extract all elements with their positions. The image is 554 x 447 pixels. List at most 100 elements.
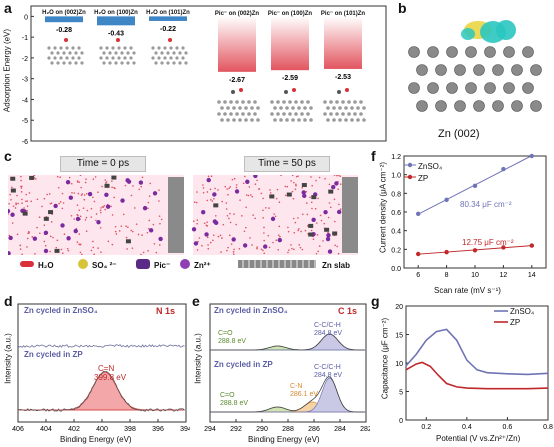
a-bar-label: Pic⁻ on (002)Zn <box>214 11 260 17</box>
zn-atom <box>175 56 179 60</box>
water-dot <box>26 200 29 202</box>
water-dot <box>95 219 97 222</box>
water-dot <box>300 230 302 233</box>
water-dot <box>79 251 82 254</box>
water-dot <box>274 215 277 218</box>
water-dot <box>297 175 299 177</box>
water-dot <box>249 237 251 239</box>
water-dot <box>76 181 79 183</box>
water-dot <box>84 219 87 221</box>
water-dot <box>245 206 247 209</box>
zn-atom <box>77 56 81 60</box>
water-dot <box>232 251 235 253</box>
water-dot <box>20 175 22 178</box>
zn-ion-dot <box>104 192 109 198</box>
zn-ion-dot <box>323 210 328 215</box>
water-dot <box>210 175 213 178</box>
f-point <box>416 211 421 217</box>
zn-atom <box>341 100 345 104</box>
water-dot <box>233 213 235 215</box>
a-bar-value: -0.43 <box>108 30 124 37</box>
zn-atom <box>166 61 170 65</box>
water-icon <box>20 261 34 267</box>
water-dot <box>228 187 230 190</box>
water-dot <box>298 243 301 246</box>
water-dot <box>80 186 82 189</box>
panel-label-e: e <box>192 293 200 309</box>
zn-ion-dot <box>270 216 276 222</box>
water-dot <box>224 185 227 188</box>
a-ytick-label: -3 <box>22 77 28 84</box>
zn-ion-dot <box>68 195 74 200</box>
panel-e-bot-peak2-ev: 286.1 eV <box>290 391 319 398</box>
water-dot <box>263 239 266 242</box>
water-dot <box>245 226 247 229</box>
pic-dot <box>308 223 314 228</box>
water-dot <box>158 200 160 202</box>
pic-dot <box>22 211 28 216</box>
zn-atom <box>62 61 66 65</box>
zn-ion-dot <box>148 228 154 233</box>
water-dot <box>79 215 82 218</box>
water-dot <box>299 246 302 249</box>
water-dot <box>235 184 238 186</box>
g-ytick-label: 10 <box>395 361 403 368</box>
zn-atom <box>492 64 504 76</box>
water-dot <box>318 176 321 179</box>
water-dot <box>90 207 93 210</box>
zn-atom <box>306 112 310 116</box>
zn-ion-dot <box>334 181 339 186</box>
zn-ion-dot <box>263 244 268 249</box>
zn-atom <box>273 118 277 122</box>
water-dot <box>245 194 248 196</box>
water-dot <box>287 230 290 233</box>
zn-atom <box>446 82 458 94</box>
zn-atom <box>256 106 260 110</box>
a-bar <box>218 16 256 72</box>
water-dot <box>315 179 317 182</box>
water-dot <box>50 221 53 223</box>
water-dot <box>71 192 73 194</box>
zn-atom <box>105 56 109 60</box>
water-dot <box>155 251 158 254</box>
water-dot <box>73 218 76 220</box>
a-bar <box>324 16 362 69</box>
water-dot <box>287 251 289 254</box>
water-dot <box>214 187 216 190</box>
panel-d-xlabel: Binding Energy (eV) <box>60 435 132 444</box>
water-dot <box>21 202 23 205</box>
water-dot <box>314 207 317 210</box>
zn-atom <box>229 100 233 104</box>
water-dot <box>35 178 37 180</box>
zn-atom <box>117 56 121 60</box>
a-bar-value: -2.53 <box>335 74 351 81</box>
water-dot <box>268 207 270 209</box>
water-dot <box>304 229 307 232</box>
zn-atom <box>154 51 158 55</box>
water-dot <box>227 193 229 196</box>
zn-atom <box>114 61 118 65</box>
pic-dot <box>10 176 16 181</box>
g-xtick-label: 0.2 <box>421 424 431 431</box>
water-dot <box>215 214 217 217</box>
water-dot <box>306 213 309 216</box>
zn-atom <box>129 56 133 60</box>
zn-atom <box>332 106 336 110</box>
water-dot <box>104 179 107 181</box>
zn-atom <box>273 106 277 110</box>
water-dot <box>92 196 94 199</box>
water-dot <box>149 182 152 185</box>
water-dot <box>292 197 295 200</box>
water-dot <box>103 204 106 207</box>
zn-atom <box>235 100 239 104</box>
panel-e-top-peak2-name: C-C/C-H <box>314 322 341 329</box>
water-dot <box>291 175 294 177</box>
zn-ion-dot <box>231 237 236 242</box>
zn-atom <box>503 46 515 58</box>
water-dot <box>319 214 322 217</box>
zn-atom <box>99 56 103 60</box>
water-dot <box>324 177 326 180</box>
water-dot <box>114 187 116 190</box>
pic-dot <box>54 248 60 253</box>
zn-ion-dot <box>253 175 258 179</box>
